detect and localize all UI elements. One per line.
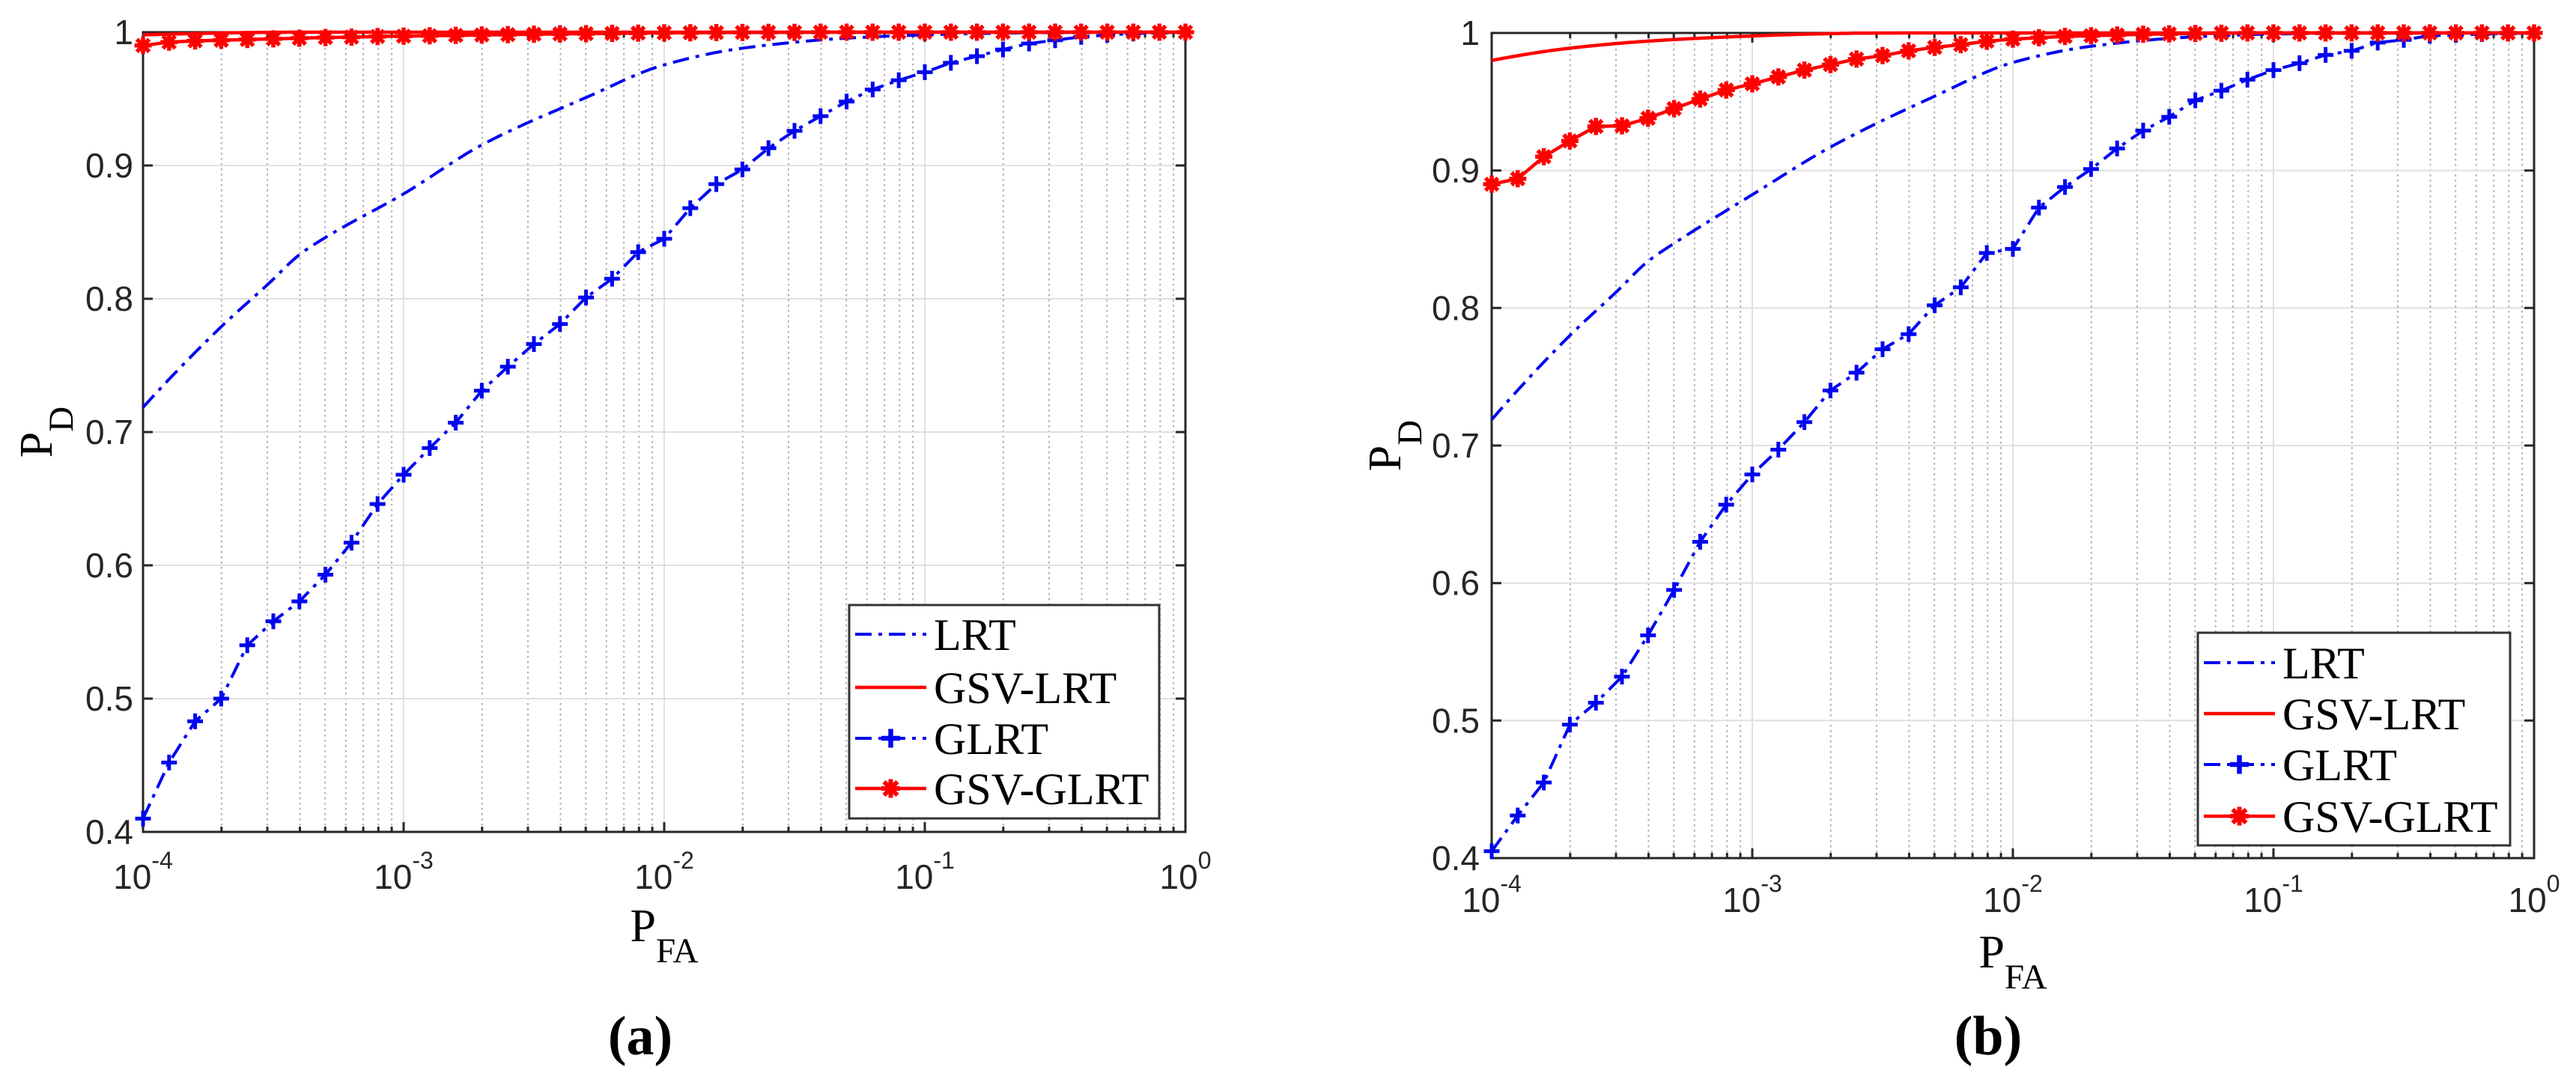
svg-text:1: 1 xyxy=(114,13,133,52)
svg-text:GSV-GLRT: GSV-GLRT xyxy=(934,765,1149,814)
svg-text:GLRT: GLRT xyxy=(2282,741,2397,790)
svg-text:0.4: 0.4 xyxy=(85,812,133,851)
svg-text:0.7: 0.7 xyxy=(1432,426,1480,465)
svg-text:0.7: 0.7 xyxy=(85,413,133,452)
svg-text:(b): (b) xyxy=(1954,1006,2022,1067)
svg-text:GSV-LRT: GSV-LRT xyxy=(934,663,1117,713)
svg-text:GSV-GLRT: GSV-GLRT xyxy=(2282,792,2498,842)
svg-text:0.8: 0.8 xyxy=(85,279,133,318)
svg-text:0.6: 0.6 xyxy=(1432,564,1480,603)
svg-text:0.9: 0.9 xyxy=(85,146,133,185)
svg-text:GLRT: GLRT xyxy=(934,714,1048,764)
svg-text:0.9: 0.9 xyxy=(1432,151,1480,190)
svg-text:0.5: 0.5 xyxy=(1432,701,1480,740)
svg-text:0.6: 0.6 xyxy=(85,546,133,585)
svg-text:0.4: 0.4 xyxy=(1432,839,1480,878)
svg-text:(a): (a) xyxy=(608,1006,672,1067)
svg-text:1: 1 xyxy=(1460,13,1480,52)
svg-text:LRT: LRT xyxy=(2282,639,2365,688)
svg-text:0.5: 0.5 xyxy=(85,679,133,718)
svg-text:GSV-LRT: GSV-LRT xyxy=(2282,690,2465,739)
svg-text:LRT: LRT xyxy=(934,610,1016,660)
svg-text:0.8: 0.8 xyxy=(1432,288,1480,327)
